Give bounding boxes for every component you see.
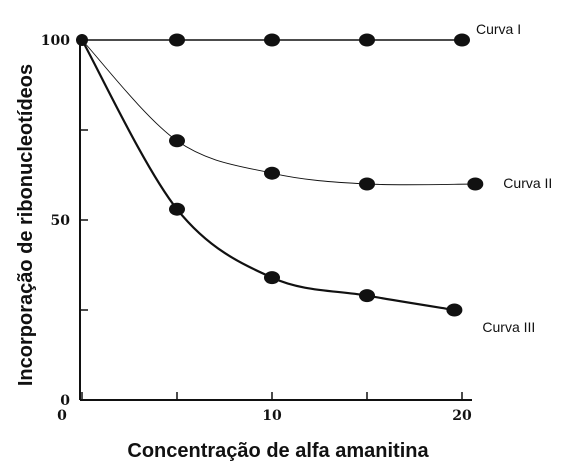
series-label: Curva III — [482, 319, 535, 335]
x-tick-label: 0 — [57, 408, 67, 424]
data-point — [467, 177, 484, 191]
series-line — [80, 38, 456, 312]
axes: 0 50 100 0 10 20 — [41, 33, 472, 424]
data-point — [76, 34, 88, 46]
data-point — [359, 33, 375, 47]
data-point — [359, 177, 375, 191]
y-tick-label: 100 — [41, 33, 70, 49]
data-point — [169, 202, 185, 216]
x-axis-title: Concentração de alfa amanitina — [127, 440, 429, 462]
y-tick-label: 50 — [51, 213, 71, 229]
data-point — [454, 33, 470, 47]
y-tick-label: 0 — [60, 393, 70, 409]
data-points — [76, 33, 484, 317]
x-tick-label: 10 — [262, 408, 282, 424]
y-axis-title: Incorporação de ribonucleotídeos — [15, 64, 37, 386]
data-point — [264, 166, 280, 180]
data-point — [264, 271, 280, 285]
x-tick-label: 20 — [452, 408, 472, 424]
series-labels: Curva I Curva II Curva III — [476, 21, 552, 335]
data-point — [264, 33, 280, 47]
data-point — [169, 134, 185, 148]
data-point — [359, 289, 375, 303]
series-line — [81, 39, 476, 186]
series-label: Curva I — [476, 21, 521, 37]
data-point — [169, 33, 185, 47]
data-point — [446, 303, 463, 317]
series-label: Curva II — [503, 175, 552, 191]
